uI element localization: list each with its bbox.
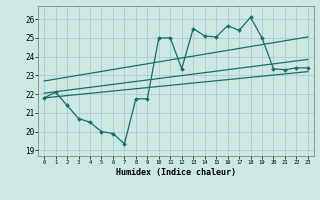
X-axis label: Humidex (Indice chaleur): Humidex (Indice chaleur) [116, 168, 236, 177]
